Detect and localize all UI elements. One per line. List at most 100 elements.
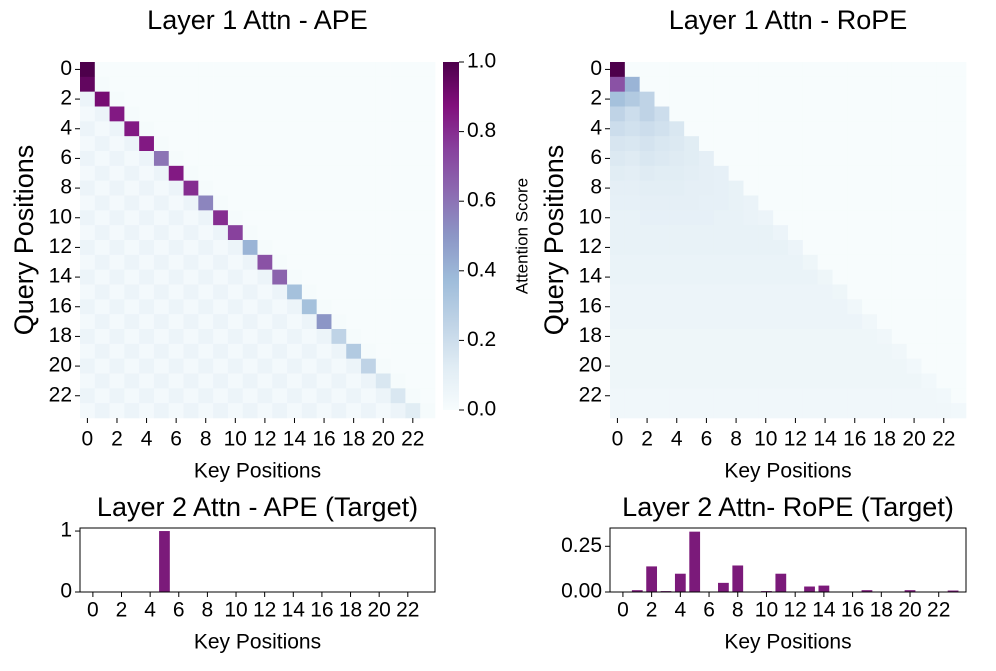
heat-cell <box>758 403 774 419</box>
x-tick-label: 22 <box>932 428 955 451</box>
heat-cell <box>699 299 715 315</box>
heat-cell <box>109 240 125 256</box>
heat-cell <box>788 225 804 241</box>
heat-cell <box>669 180 685 196</box>
heat-cell <box>287 62 303 78</box>
heat-cell <box>877 373 893 389</box>
heat-cell <box>420 240 436 256</box>
heat-cell <box>951 195 967 211</box>
heat-cell <box>817 225 833 241</box>
heat-cell <box>109 91 125 107</box>
heat-cell <box>361 343 377 359</box>
heat-cell <box>390 269 406 285</box>
heat-cell <box>802 210 818 226</box>
bar <box>718 582 729 592</box>
heat-cell <box>758 269 774 285</box>
heat-cell <box>684 388 700 404</box>
heat-cell <box>227 314 244 330</box>
heat-cell <box>301 121 317 137</box>
heat-cell <box>257 358 273 374</box>
heat-cell <box>906 62 922 78</box>
heat-cell <box>906 151 922 167</box>
heat-cell <box>699 254 715 270</box>
heat-cell <box>139 299 155 315</box>
heat-cell <box>699 403 715 419</box>
heat-cell <box>936 165 952 181</box>
heat-cell <box>346 269 362 285</box>
heat-cell <box>891 240 907 256</box>
heat-cell <box>287 195 303 211</box>
heat-cell <box>139 254 155 270</box>
heat-cell <box>390 165 406 181</box>
heat-cell <box>109 343 125 359</box>
heat-cell <box>405 388 421 404</box>
heat-cell <box>669 210 685 226</box>
heat-cell <box>684 329 700 345</box>
heat-cell <box>624 269 640 285</box>
x-tick-label: 0 <box>612 428 624 451</box>
heat-cell <box>639 210 655 226</box>
heat-cell <box>80 299 96 315</box>
heat-cell <box>361 165 377 181</box>
heat-cell <box>773 136 789 152</box>
heat-cell <box>654 151 670 167</box>
heat-cell <box>728 210 744 226</box>
heat-cell <box>758 225 774 241</box>
heat-cell <box>375 269 391 285</box>
heat-cell <box>743 136 759 152</box>
heat-cell <box>375 240 391 256</box>
heat-cell <box>213 165 229 181</box>
heat-cell <box>405 136 421 152</box>
heat-cell <box>287 121 303 137</box>
heat-cell <box>832 254 848 270</box>
heat-cell <box>346 76 362 92</box>
y-tick-label: 4 <box>590 116 602 139</box>
heat-cell <box>951 314 967 330</box>
heat-cell <box>361 329 377 345</box>
heat-cell <box>361 62 377 78</box>
heat-cell <box>802 225 818 241</box>
x-axis-label: Key Positions <box>194 631 321 654</box>
heat-cell <box>331 151 347 167</box>
heat-cell <box>728 62 744 78</box>
plot-frame <box>79 527 436 593</box>
heat-cell <box>758 151 774 167</box>
heat-cell <box>802 136 818 152</box>
heat-cell <box>728 91 744 107</box>
y-tick-label: 18 <box>49 324 72 347</box>
heat-cell <box>862 180 878 196</box>
heat-cell <box>699 195 715 211</box>
heat-cell <box>713 314 729 330</box>
heat-cell <box>847 269 863 285</box>
heat-cell <box>227 403 244 419</box>
heat-cell <box>891 151 907 167</box>
heat-cell <box>405 180 421 196</box>
heat-cell <box>168 195 184 211</box>
heat-cell <box>420 62 436 78</box>
heat-cell <box>198 62 214 78</box>
heat-cell <box>420 136 436 152</box>
heat-cell <box>361 210 377 226</box>
heat-cell <box>405 76 421 92</box>
heat-cell <box>862 210 878 226</box>
heat-cell <box>124 121 140 137</box>
heat-cell <box>405 91 421 107</box>
y-tick-label: 22 <box>579 383 602 406</box>
heat-cell <box>346 240 362 256</box>
heat-cell <box>891 76 907 92</box>
heat-cell <box>877 254 893 270</box>
heat-cell <box>817 91 833 107</box>
heat-cell <box>390 225 406 241</box>
heat-cell <box>817 269 833 285</box>
heat-cell <box>669 254 685 270</box>
heat-cell <box>936 314 952 330</box>
heat-cell <box>257 225 273 241</box>
heat-cell <box>728 121 744 137</box>
heat-cell <box>213 284 229 300</box>
heat-cell <box>420 388 436 404</box>
heat-cell <box>124 284 140 300</box>
x-tick-label: 4 <box>144 599 156 622</box>
heat-cell <box>699 240 715 256</box>
y-tick-label: 22 <box>49 383 72 406</box>
heat-cell <box>669 240 685 256</box>
